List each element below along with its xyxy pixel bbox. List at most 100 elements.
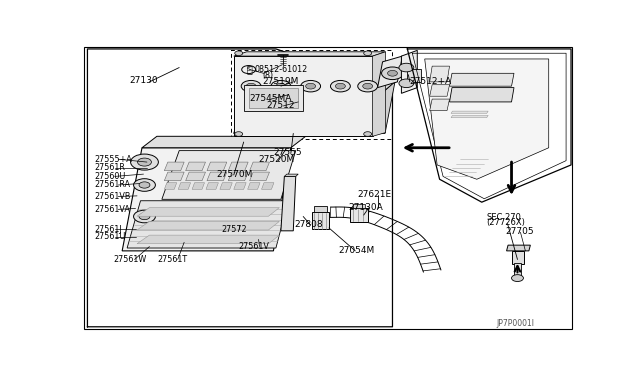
Polygon shape (511, 251, 524, 264)
Polygon shape (250, 172, 269, 181)
Polygon shape (451, 115, 488, 118)
Circle shape (138, 158, 152, 166)
Text: 27130: 27130 (129, 76, 158, 85)
Text: 27054M: 27054M (338, 246, 374, 254)
Text: 27621E: 27621E (358, 190, 392, 199)
Text: 27519M: 27519M (262, 77, 299, 86)
Circle shape (246, 83, 256, 89)
Circle shape (276, 83, 286, 89)
Polygon shape (164, 172, 184, 181)
Text: 27808: 27808 (294, 220, 323, 229)
Circle shape (330, 80, 350, 92)
Text: 27570M: 27570M (216, 170, 253, 179)
Polygon shape (234, 56, 372, 136)
Text: Ⓢ: Ⓢ (246, 65, 252, 74)
Text: 27561R: 27561R (94, 163, 125, 172)
Text: 27561W: 27561W (114, 255, 147, 264)
Circle shape (364, 51, 372, 55)
Polygon shape (137, 208, 280, 216)
Circle shape (235, 132, 243, 136)
Polygon shape (248, 183, 260, 189)
Polygon shape (451, 111, 488, 113)
Polygon shape (250, 162, 269, 171)
Text: 27705: 27705 (506, 227, 534, 236)
Circle shape (399, 63, 414, 72)
Text: 08512-61012: 08512-61012 (255, 65, 308, 74)
Text: 27561T: 27561T (157, 255, 187, 264)
Polygon shape (249, 82, 395, 90)
Polygon shape (220, 183, 232, 189)
Text: SEC.270: SEC.270 (486, 212, 522, 222)
Circle shape (399, 79, 414, 87)
Polygon shape (429, 99, 449, 110)
Circle shape (134, 179, 156, 191)
Polygon shape (234, 183, 246, 189)
Polygon shape (228, 172, 248, 181)
Text: 27561U: 27561U (94, 232, 125, 241)
Polygon shape (350, 208, 367, 222)
Polygon shape (429, 66, 449, 82)
Bar (408, 69, 421, 82)
Polygon shape (378, 56, 403, 87)
Polygon shape (228, 162, 248, 171)
Polygon shape (164, 162, 184, 171)
Circle shape (335, 83, 346, 89)
Text: JP7P0001I: JP7P0001I (497, 320, 534, 328)
Circle shape (364, 132, 372, 136)
Text: S: S (246, 67, 251, 72)
Polygon shape (281, 176, 296, 231)
Polygon shape (401, 50, 417, 93)
Polygon shape (449, 87, 514, 102)
Polygon shape (178, 183, 191, 189)
Bar (249, 87, 298, 108)
Text: 27561V: 27561V (239, 242, 269, 251)
Circle shape (511, 275, 524, 282)
Circle shape (139, 214, 150, 219)
Circle shape (241, 80, 261, 92)
Polygon shape (372, 82, 395, 134)
Polygon shape (137, 221, 280, 230)
Polygon shape (192, 183, 205, 189)
Text: 27555+A: 27555+A (94, 155, 132, 164)
Bar (244, 85, 303, 110)
Polygon shape (262, 183, 274, 189)
Circle shape (134, 210, 156, 223)
Circle shape (388, 70, 397, 76)
Circle shape (358, 80, 378, 92)
Polygon shape (206, 183, 218, 189)
Circle shape (306, 83, 316, 89)
Polygon shape (429, 85, 449, 96)
Polygon shape (127, 201, 288, 248)
Polygon shape (162, 151, 296, 199)
Text: 27520M: 27520M (259, 155, 295, 164)
Polygon shape (372, 52, 385, 136)
Text: 27561VB: 27561VB (94, 192, 131, 201)
Circle shape (381, 67, 403, 80)
Circle shape (301, 80, 321, 92)
Polygon shape (515, 263, 521, 275)
Text: 27130A: 27130A (349, 202, 383, 212)
Text: 27572: 27572 (221, 225, 247, 234)
Polygon shape (314, 206, 326, 212)
Polygon shape (234, 90, 385, 134)
Text: 27561VA: 27561VA (94, 205, 130, 214)
Polygon shape (207, 172, 227, 181)
Polygon shape (164, 183, 177, 189)
Polygon shape (234, 52, 385, 56)
Text: 27512+A: 27512+A (410, 77, 452, 86)
Polygon shape (186, 162, 205, 171)
Circle shape (271, 80, 291, 92)
Polygon shape (312, 212, 329, 230)
Polygon shape (142, 136, 306, 148)
Polygon shape (507, 245, 531, 251)
Polygon shape (449, 73, 514, 86)
Polygon shape (425, 59, 548, 179)
Text: 27512: 27512 (266, 100, 294, 110)
Circle shape (139, 182, 150, 188)
Polygon shape (137, 235, 280, 244)
Text: 27545MA: 27545MA (250, 94, 292, 103)
Polygon shape (353, 203, 365, 208)
Text: 27561J: 27561J (94, 225, 122, 234)
Text: 27561RA: 27561RA (94, 180, 130, 189)
Polygon shape (122, 148, 291, 251)
